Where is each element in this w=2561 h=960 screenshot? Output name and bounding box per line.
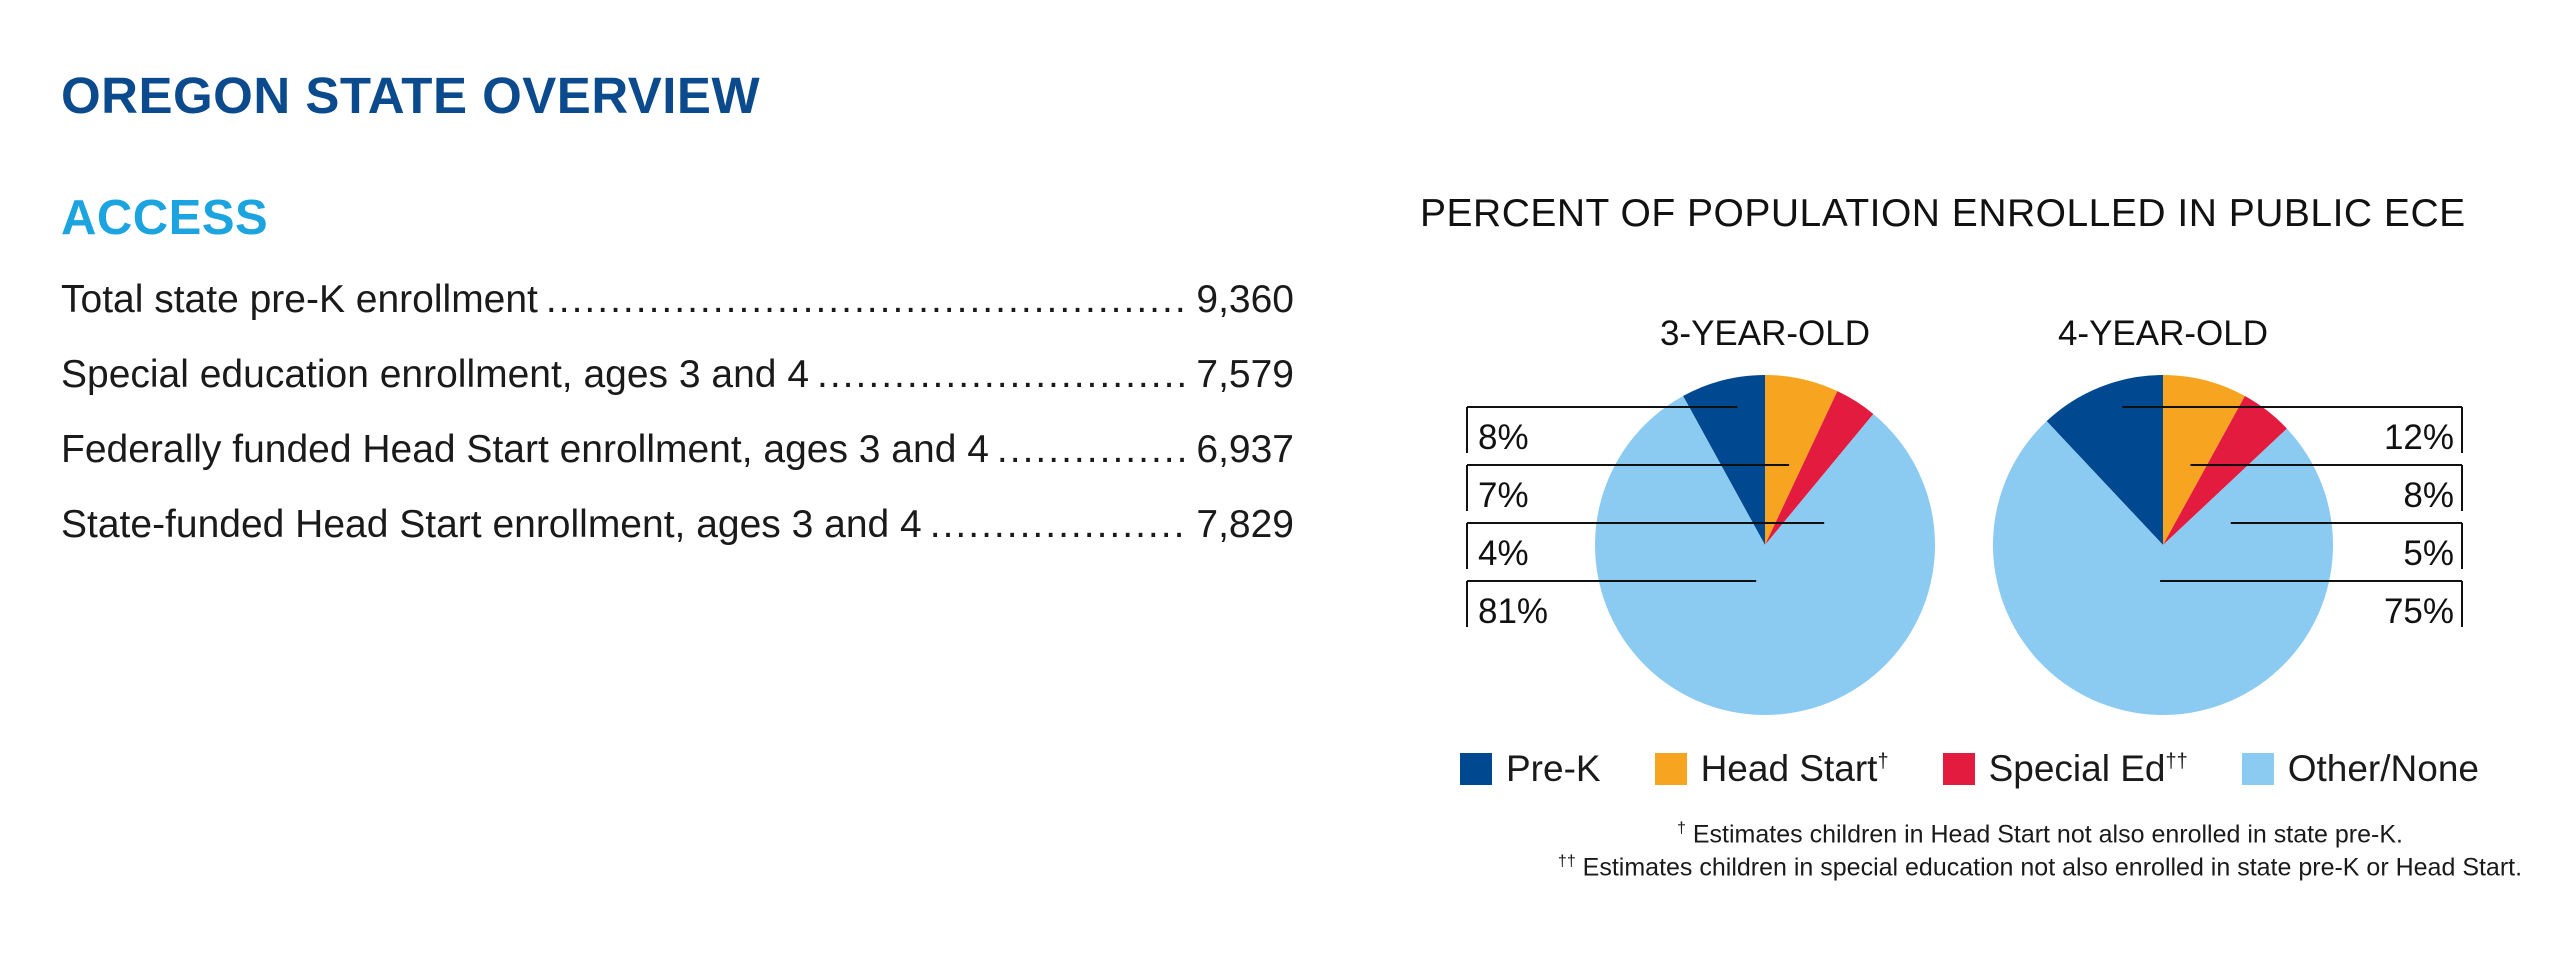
stat-value: 6,937	[1196, 428, 1294, 471]
legend-swatch	[2241, 753, 2274, 785]
pie-label-prek: 8%	[1478, 418, 1529, 457]
footnote-marker: ††	[1557, 853, 1576, 870]
legend-swatch	[1654, 753, 1687, 785]
pie-label-other-none: 81%	[1478, 592, 1548, 631]
pie-slice-head-start	[1765, 375, 1838, 545]
footnote-special-ed: †† Estimates children in special educati…	[1420, 853, 2561, 882]
legend-item-prek: Pre-K	[1460, 748, 1601, 790]
chart-title: PERCENT OF POPULATION ENROLLED IN PUBLIC…	[1420, 192, 2466, 235]
pie-slice-prek	[2046, 375, 2163, 545]
stat-row-total-prek: Total state pre-K enrollment 9,360	[61, 278, 1294, 353]
pie-slice-special-ed	[2163, 396, 2287, 545]
stat-row-state-head-start: State-funded Head Start enrollment, ages…	[61, 503, 1294, 578]
section-title-access: ACCESS	[61, 191, 269, 245]
footnote-text: Estimates children in Head Start not als…	[1685, 820, 2403, 849]
stat-row-special-ed: Special education enrollment, ages 3 and…	[61, 353, 1294, 428]
pie-label-special-ed: 4%	[1478, 534, 1529, 573]
pie-label-head-start: 7%	[1478, 476, 1529, 515]
pie-label-other-none: 75%	[2384, 592, 2454, 631]
stat-row-federal-head-start: Federally funded Head Start enrollment, …	[61, 428, 1294, 503]
legend-item-special-ed: Special Ed††	[1942, 748, 2188, 790]
pie-label-head-start: 8%	[2403, 476, 2454, 515]
chart-legend: Pre-K Head Start† Special Ed†† Other/Non…	[1460, 748, 2479, 790]
legend-swatch	[1460, 753, 1492, 785]
legend-label: Head Start	[1700, 748, 1878, 789]
legend-item-other-none: Other/None	[2241, 748, 2479, 790]
pie-label-prek: 12%	[2384, 418, 2454, 457]
stat-value: 7,579	[1196, 353, 1294, 396]
stat-label: Total state pre-K enrollment	[61, 278, 538, 321]
page-title: OREGON STATE OVERVIEW	[61, 67, 761, 124]
footnote-text: Estimates children in special education …	[1575, 853, 2523, 882]
pie-slice-special-ed	[1765, 391, 1874, 545]
stat-label: Federally funded Head Start enrollment, …	[61, 428, 989, 471]
stat-value: 9,360	[1196, 278, 1294, 321]
footnote-marker: †	[1677, 820, 1686, 837]
pie-title: 3-YEAR-OLD	[1660, 314, 1870, 353]
legend-item-head-start: Head Start†	[1654, 748, 1889, 790]
footnote-head-start: † Estimates children in Head Start not a…	[1420, 820, 2561, 849]
pie-title: 4-YEAR-OLD	[2058, 314, 2268, 353]
legend-marker: †	[1877, 750, 1889, 773]
enrollment-stats-list: Total state pre-K enrollment 9,360 Speci…	[61, 278, 1294, 578]
legend-label: Other/None	[2287, 748, 2479, 789]
pie-slice-other-none	[1992, 421, 2333, 716]
stat-label: State-funded Head Start enrollment, ages…	[61, 503, 922, 546]
pie-slice-head-start	[2163, 375, 2245, 545]
stat-value: 7,829	[1196, 503, 1294, 546]
legend-swatch	[1942, 753, 1975, 785]
pie-label-special-ed: 5%	[2403, 534, 2454, 573]
pie-slice-other-none	[1595, 396, 1936, 716]
legend-marker: ††	[2165, 750, 2188, 773]
legend-label: Pre-K	[1506, 748, 1601, 789]
stat-label: Special education enrollment, ages 3 and…	[61, 353, 810, 396]
pie-slice-prek	[1683, 375, 1765, 545]
legend-label: Special Ed	[1988, 748, 2166, 789]
